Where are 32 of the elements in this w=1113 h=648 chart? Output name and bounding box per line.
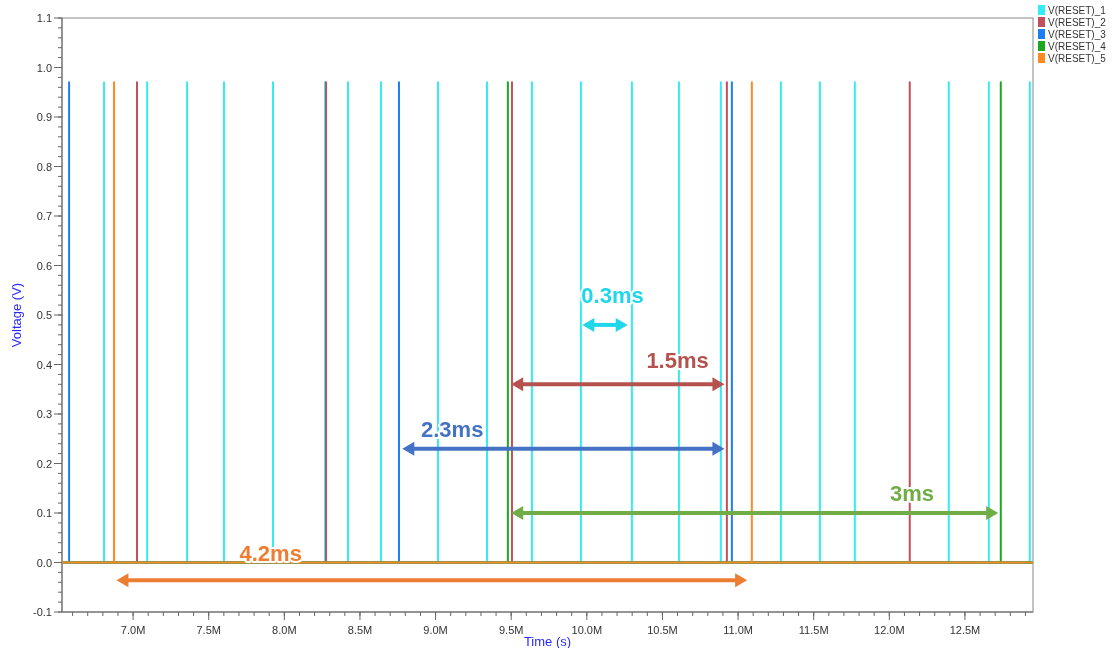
- y-tick-label: 0.8: [36, 160, 52, 173]
- y-tick-label: 0.2: [36, 457, 52, 470]
- x-tick-label: 7.0M: [120, 624, 146, 636]
- y-tick-label: 0.5: [36, 309, 52, 321]
- y-tick-label: 1.0: [36, 61, 52, 74]
- x-tick-label: 8.0M: [272, 624, 297, 636]
- x-tick-label: 11.5M: [798, 624, 829, 636]
- x-axis-title: Time (s): [523, 634, 572, 648]
- x-tick-label: 8.5M: [347, 624, 373, 636]
- x-tick-label: 7.5M: [196, 624, 221, 636]
- x-tick-label: 10.5M: [647, 624, 678, 636]
- x-tick-label: 9.0M: [423, 624, 448, 636]
- legend-label: V(RESET)_4: [1048, 41, 1107, 52]
- legend-label: V(RESET)_3: [1048, 29, 1107, 40]
- y-tick-label: -0.1: [33, 606, 52, 618]
- legend-label: V(RESET)_1: [1048, 5, 1107, 16]
- y-tick-label: 0.3: [36, 408, 52, 420]
- x-tick-label: 9.5M: [498, 624, 524, 636]
- y-tick-label: 1.1: [36, 12, 52, 24]
- y-tick-label: 0.0: [36, 556, 52, 569]
- x-tick-label: 11.0M: [723, 624, 753, 636]
- legend-label: V(RESET)_2: [1048, 17, 1107, 28]
- x-tick-label: 12.5M: [949, 624, 981, 636]
- x-tick-label: 12.0M: [874, 624, 905, 636]
- y-axis-title: Voltage (V): [9, 282, 24, 348]
- y-tick-label: 0.6: [36, 259, 52, 272]
- y-tick-label: 0.4: [36, 358, 52, 371]
- y-tick-label: 0.1: [36, 507, 52, 519]
- legend-label: V(RESET)_5: [1048, 53, 1107, 64]
- x-tick-label: 10.0M: [571, 624, 603, 636]
- y-tick-label: 0.7: [36, 210, 52, 222]
- y-tick-label: 0.9: [36, 111, 52, 123]
